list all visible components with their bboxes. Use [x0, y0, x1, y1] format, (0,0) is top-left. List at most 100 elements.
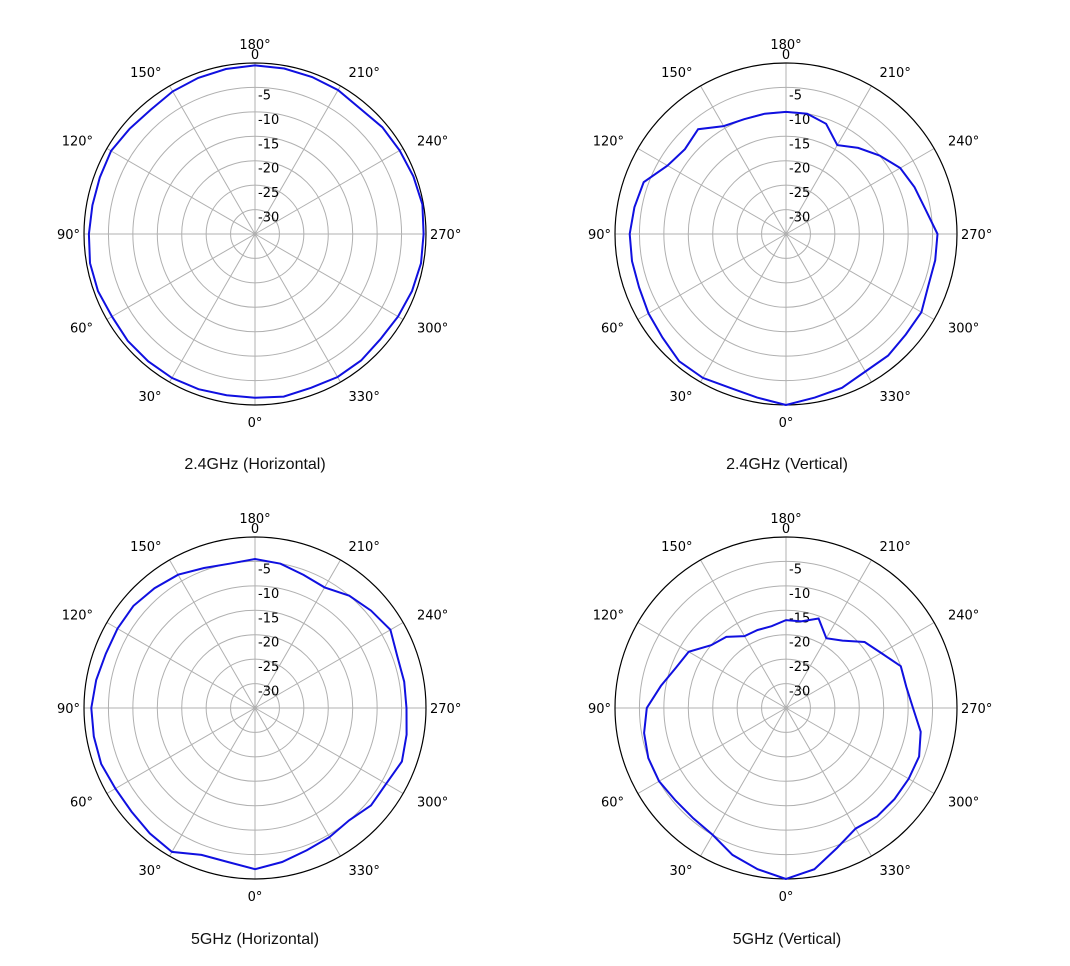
- angle-tick-label: 240°: [948, 609, 979, 624]
- radial-gridline: [254, 622, 404, 709]
- radial-gridline: [785, 85, 872, 235]
- radial-gridline: [637, 707, 787, 794]
- ring-gridline: [156, 609, 354, 807]
- angle-tick-label: 120°: [593, 135, 624, 150]
- radial-gridline: [106, 233, 256, 320]
- radial-tick-label: -15: [789, 137, 810, 152]
- radial-gridline: [785, 707, 872, 857]
- radial-gridline: [106, 707, 256, 794]
- radial-tick-label: -5: [258, 88, 271, 103]
- ring-gridline: [761, 209, 811, 259]
- chart-title-5ghz-horizontal: 5GHz (Horizontal): [190, 931, 320, 948]
- ring-gridline: [205, 184, 305, 284]
- radial-gridline: [785, 622, 935, 709]
- angle-tick-label: 270°: [961, 228, 992, 243]
- angle-tick-label: 300°: [948, 322, 979, 337]
- radial-tick-label: -10: [789, 587, 810, 602]
- angle-tick-label: 240°: [417, 609, 448, 624]
- angle-tick-label: 180°: [770, 512, 801, 527]
- angle-tick-label: 60°: [601, 322, 624, 337]
- angle-tick-label: 60°: [70, 322, 93, 337]
- radial-tick-label: -20: [789, 636, 810, 651]
- radial-tick-label: -30: [789, 211, 810, 226]
- ring-gridline: [663, 585, 909, 831]
- radial-tick-label: 0: [782, 522, 790, 537]
- radial-tick-label: -15: [258, 611, 279, 626]
- angle-tick-label: 0°: [248, 890, 263, 905]
- radial-gridline: [254, 707, 341, 857]
- radial-tick-label: -20: [789, 162, 810, 177]
- radial-tick-label: -25: [258, 186, 279, 201]
- radial-gridline: [169, 707, 256, 857]
- radial-gridline: [700, 85, 787, 235]
- angle-tick-label: 30°: [138, 864, 161, 879]
- radial-tick-label: 0: [782, 48, 790, 63]
- angle-tick-label: 90°: [588, 228, 611, 243]
- polar-plot-5ghz-horizontal: 0 -5 -10 -15 -20 -25 -30 0° 30° 60° 90° 120° 150° 180…: [57, 512, 461, 905]
- radial-tick-label: -30: [258, 211, 279, 226]
- radial-tick-label: 0: [251, 522, 259, 537]
- radial-gridline: [254, 233, 404, 320]
- radial-tick-label: -30: [258, 685, 279, 700]
- radial-gridline: [106, 148, 256, 235]
- angle-tick-label: 0°: [779, 890, 794, 905]
- radial-gridline: [785, 233, 935, 320]
- radial-tick-label: -20: [258, 636, 279, 651]
- radial-gridline: [785, 148, 935, 235]
- angle-tick-label: 180°: [770, 38, 801, 53]
- radial-gridline: [637, 233, 787, 320]
- angle-tick-label: 90°: [57, 228, 80, 243]
- ring-gridline: [761, 683, 811, 733]
- ring-gridline: [736, 658, 836, 758]
- radial-tick-label: -25: [258, 660, 279, 675]
- radial-gridline: [254, 148, 404, 235]
- polar-plot-5ghz-vertical: 0 -5 -10 -15 -20 -25 -30 0° 30° 60° 90° 120° 150° 180…: [588, 512, 992, 905]
- angle-tick-label: 150°: [661, 66, 692, 81]
- radial-gridline: [700, 233, 787, 383]
- ring-gridline: [230, 209, 280, 259]
- radial-gridline: [254, 233, 341, 383]
- angle-tick-label: 180°: [239, 512, 270, 527]
- polar-frame: [83, 62, 427, 406]
- radial-gridline: [700, 707, 787, 857]
- angle-tick-label: 30°: [138, 390, 161, 405]
- ring-gridline: [107, 86, 403, 382]
- angle-tick-label: 60°: [70, 796, 93, 811]
- angle-tick-label: 270°: [961, 702, 992, 717]
- radial-gridline: [700, 559, 787, 709]
- angle-tick-label: 30°: [669, 864, 692, 879]
- radial-tick-label: -25: [789, 660, 810, 675]
- ring-gridline: [230, 683, 280, 733]
- pattern-line: [643, 617, 922, 881]
- radial-tick-label: -25: [789, 186, 810, 201]
- angle-tick-label: 0°: [779, 416, 794, 431]
- ring-gridline: [132, 111, 378, 357]
- polar-plot-2-4ghz-horizontal: 0 -5 -10 -15 -20 -25 -30 0° 30° 60° 90° 120° 150° 180…: [57, 38, 461, 431]
- radial-gridline: [785, 233, 872, 383]
- angle-tick-label: 120°: [593, 609, 624, 624]
- radial-tick-label: 0: [251, 48, 259, 63]
- radial-gridline: [169, 85, 256, 235]
- ring-gridline: [156, 135, 354, 333]
- radial-gridline: [637, 148, 787, 235]
- radial-tick-label: -10: [258, 113, 279, 128]
- radial-tick-label: -5: [258, 562, 271, 577]
- angle-tick-label: 150°: [130, 540, 161, 555]
- radial-tick-label: -10: [789, 113, 810, 128]
- polar-plot-2-4ghz-vertical: 0 -5 -10 -15 -20 -25 -30 0° 30° 60° 90° 120° 150° 180…: [588, 38, 992, 431]
- angle-tick-label: 330°: [880, 864, 911, 879]
- radial-gridline: [169, 233, 256, 383]
- angle-tick-label: 90°: [57, 702, 80, 717]
- ring-gridline: [687, 135, 885, 333]
- chart-title-2-4ghz-horizontal: 2.4GHz (Horizontal): [184, 456, 326, 473]
- angle-tick-label: 180°: [239, 38, 270, 53]
- ring-gridline: [181, 160, 329, 308]
- angle-tick-label: 210°: [880, 66, 911, 81]
- angle-tick-label: 30°: [669, 390, 692, 405]
- ring-gridline: [687, 609, 885, 807]
- angle-tick-label: 150°: [661, 540, 692, 555]
- angle-tick-label: 330°: [349, 864, 380, 879]
- pattern-line: [90, 557, 408, 871]
- angle-tick-label: 60°: [601, 796, 624, 811]
